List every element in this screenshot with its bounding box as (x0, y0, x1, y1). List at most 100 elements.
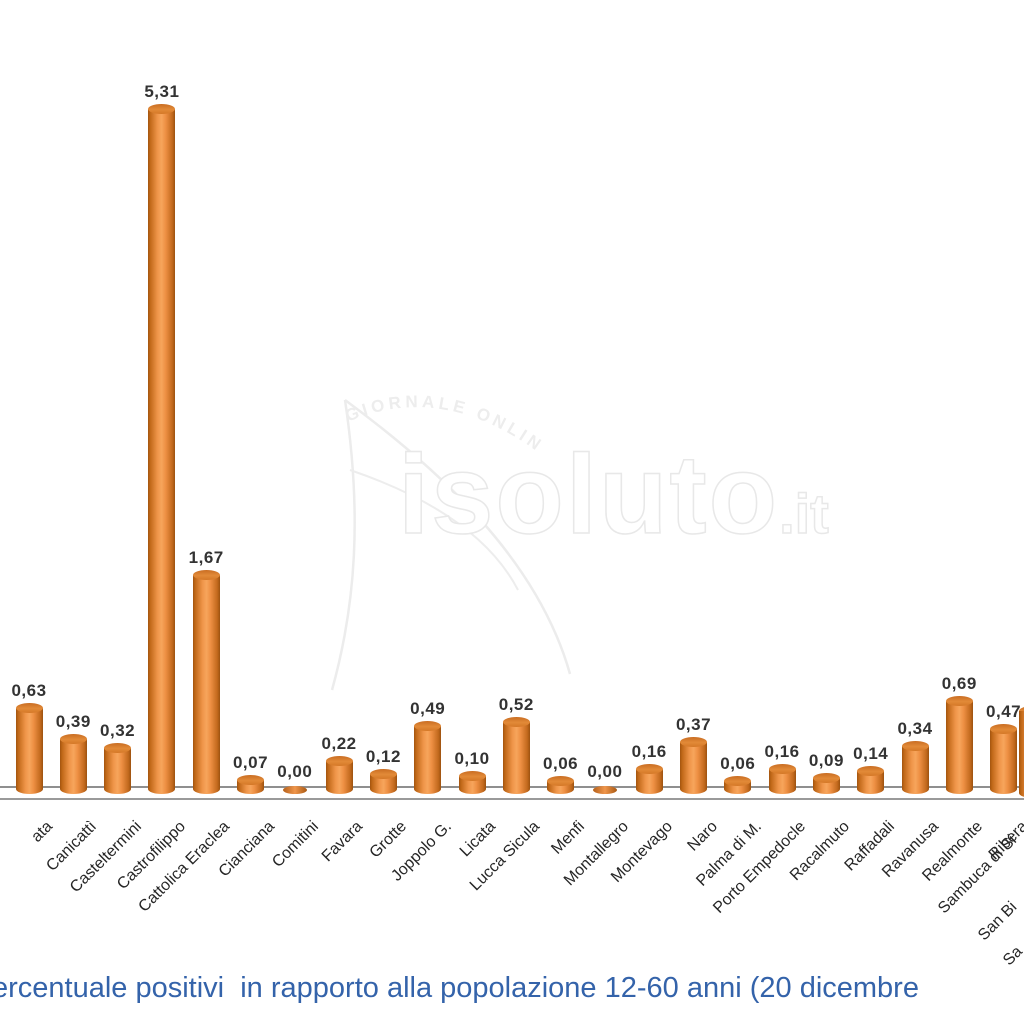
bar-top-face (945, 695, 973, 706)
bar (724, 776, 752, 794)
bar-body (15, 708, 43, 789)
bar-body (192, 575, 220, 789)
bar (15, 703, 43, 794)
bar-body (1019, 711, 1024, 793)
bar (990, 723, 1018, 794)
bar-top-face (768, 763, 796, 774)
bar-value-label: 0,32 (100, 721, 136, 740)
bar-top-face (414, 721, 442, 732)
bar (768, 763, 796, 794)
bar (104, 743, 132, 794)
bar (458, 771, 486, 794)
bar-bottom-face (458, 783, 486, 794)
bar-bottom-face (680, 783, 707, 794)
bar-value-label: 1,67 (188, 548, 224, 568)
bar-bottom-face (724, 783, 752, 794)
bar-bottom-face (945, 783, 973, 794)
bar-body (502, 722, 530, 789)
bar-top-face (15, 703, 43, 714)
bar (192, 570, 220, 794)
bar-top-face (59, 734, 87, 745)
bar-top-face (458, 771, 486, 782)
bar-top-face (901, 740, 929, 751)
bar-top-face (104, 743, 132, 753)
bar-value-label: 0,47 (986, 701, 1022, 721)
bar-bottom-face (104, 784, 132, 794)
category-label: ata (28, 818, 57, 846)
bar-bottom-face (547, 783, 575, 794)
bar-value-label: 5,31 (144, 82, 180, 102)
bar-bottom-face (1019, 788, 1024, 798)
bar (369, 768, 397, 794)
bar-value-label: 0,14 (853, 744, 889, 764)
bar-body (148, 109, 176, 789)
bar-bottom-face (414, 783, 442, 794)
bar-body (104, 748, 132, 789)
bar-value-label: 0,00 (277, 762, 313, 781)
bar-value-label: 0,12 (365, 746, 401, 766)
bar-top-face (990, 723, 1018, 734)
bar-body (857, 771, 885, 789)
bar-top-face (547, 776, 575, 787)
bar-bottom-face (325, 783, 353, 794)
category-label: Favara (318, 818, 367, 866)
bar-body (59, 739, 87, 789)
bar-value-label: 0,39 (55, 712, 91, 732)
bar-top-face (192, 570, 220, 581)
bar-top-face (237, 775, 264, 785)
risoluto-logo-watermark-icon: GIORNALE ONLINE (320, 372, 572, 691)
bar-top-face (724, 776, 752, 787)
bar-bottom-face (857, 783, 885, 794)
bar-top-face (812, 772, 840, 783)
bar-value-label: 0,16 (764, 741, 800, 761)
bar-bottom-face (15, 783, 43, 794)
bar-top-face (857, 766, 885, 777)
bar-value-label: 0,00 (587, 762, 623, 781)
bar-body (635, 768, 663, 789)
category-label-cropped: San Bi (975, 898, 1021, 945)
bar-top-face (502, 717, 530, 728)
bar (901, 740, 929, 794)
bar (414, 721, 442, 794)
bar (237, 775, 264, 794)
bar (547, 776, 575, 794)
watermark-suffix: .it (778, 481, 829, 546)
bar-body (990, 728, 1018, 789)
bar-value-label: 0,34 (897, 718, 933, 738)
bar-top-face (635, 763, 663, 774)
bar-bottom-face (148, 783, 176, 794)
bar-bottom-face (768, 784, 796, 794)
bar-value-label: 0,69 (941, 673, 977, 693)
bar-body (945, 700, 973, 789)
bar-zero (592, 786, 617, 794)
floor-front-edge-line (0, 798, 1024, 800)
bar-bottom-face (59, 783, 87, 794)
bar-top-face (680, 736, 707, 747)
bar (812, 772, 840, 794)
category-label: Comitini (268, 818, 322, 871)
bar-value-label: 0,06 (543, 754, 579, 774)
bar-bottom-face (635, 784, 663, 794)
bar-body (414, 726, 442, 789)
bar-value-label: 0,49 (410, 699, 446, 719)
bar-zero (282, 786, 307, 794)
category-label: Naro (683, 818, 721, 855)
bar-bottom-face (901, 784, 929, 794)
bar-value-label: 0,22 (321, 733, 357, 753)
bar-value-label: 0,10 (454, 749, 490, 769)
bar-value-label: 0,09 (808, 750, 844, 770)
bar-value-label: 0,07 (232, 753, 269, 772)
bar-bottom-face (369, 783, 397, 794)
bar-body (680, 741, 707, 789)
bar-value-label: 0,16 (631, 741, 667, 761)
watermark-wordmark: isoluto.it (397, 431, 829, 558)
bar-bottom-face (812, 784, 840, 794)
bar-value-label: 0,06 (720, 754, 756, 774)
bar (148, 104, 176, 794)
bar (325, 755, 353, 794)
bar-cropped-right-edge (1019, 706, 1024, 798)
bar (945, 695, 973, 794)
bar (59, 734, 87, 794)
chart-title: ercentuale positivi in rapporto alla pop… (0, 972, 919, 1004)
